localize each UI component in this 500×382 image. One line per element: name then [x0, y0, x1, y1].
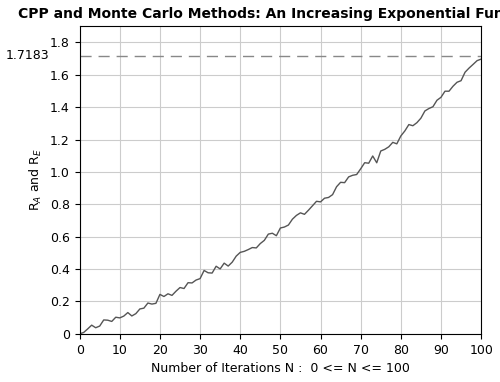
- Title: CPP and Monte Carlo Methods: An Increasing Exponential Function: CPP and Monte Carlo Methods: An Increasi…: [18, 7, 500, 21]
- Text: 1.7183: 1.7183: [6, 49, 50, 62]
- X-axis label: Number of Iterations N :  0 <= N <= 100: Number of Iterations N : 0 <= N <= 100: [151, 362, 410, 375]
- Y-axis label: R$_A$ and R$_E$: R$_A$ and R$_E$: [28, 149, 44, 212]
